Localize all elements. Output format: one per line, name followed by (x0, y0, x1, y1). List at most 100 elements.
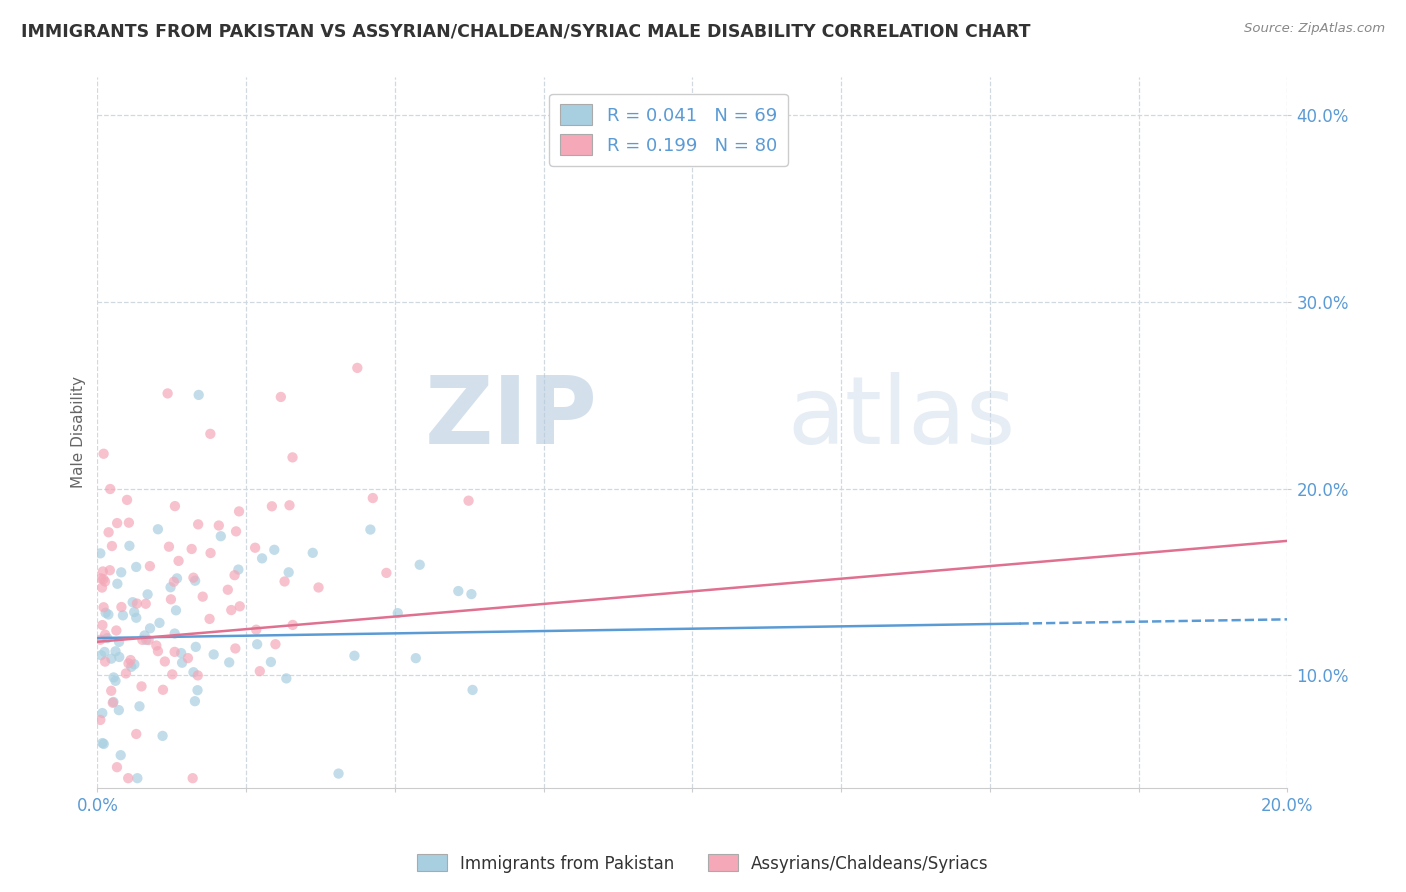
Point (97, 525, 120, 540)
Point (98, 563, 121, 577)
Point (276, 672, 298, 686)
Point (105, 576, 128, 591)
Point (167, 554, 190, 568)
Point (104, 673, 127, 688)
Point (219, 603, 242, 617)
Point (146, 522, 169, 536)
Point (405, 651, 427, 665)
Point (170, 646, 193, 660)
Point (163, 626, 186, 640)
Point (180, 541, 202, 556)
Point (100, 651, 122, 665)
Point (186, 683, 208, 698)
Point (187, 668, 209, 682)
Point (90, 648, 112, 663)
Point (270, 390, 292, 404)
Point (125, 597, 148, 611)
Point (152, 729, 174, 743)
Point (277, 566, 299, 580)
Point (103, 695, 125, 709)
Point (228, 504, 250, 518)
Point (243, 541, 266, 555)
Point (118, 516, 141, 530)
Point (124, 657, 146, 672)
Point (163, 645, 186, 659)
Point (260, 500, 283, 514)
Point (457, 493, 479, 508)
Point (110, 566, 132, 580)
Text: IMMIGRANTS FROM PAKISTAN VS ASSYRIAN/CHALDEAN/SYRIAC MALE DISABILITY CORRELATION: IMMIGRANTS FROM PAKISTAN VS ASSYRIAN/CHA… (21, 22, 1031, 40)
Point (308, 581, 330, 595)
Point (260, 655, 283, 669)
Point (225, 524, 247, 539)
Point (152, 682, 174, 697)
Point (91, 581, 114, 595)
Point (264, 637, 287, 651)
Point (136, 587, 159, 601)
Point (120, 660, 142, 674)
Point (146, 644, 169, 658)
Point (202, 648, 225, 662)
Point (183, 571, 205, 585)
Point (218, 656, 240, 670)
Point (200, 546, 222, 560)
Point (93, 447, 115, 461)
Point (93, 572, 115, 586)
Point (228, 563, 250, 577)
Point (159, 580, 181, 594)
Point (301, 546, 323, 560)
Y-axis label: Male Disability: Male Disability (72, 376, 86, 489)
Point (134, 628, 156, 642)
Point (281, 450, 304, 465)
Point (224, 641, 246, 656)
Point (108, 650, 131, 665)
Point (97, 607, 120, 622)
Point (187, 388, 209, 402)
Point (217, 582, 239, 597)
Point (117, 771, 139, 785)
Point (156, 386, 179, 401)
Point (91, 565, 114, 579)
Point (89, 546, 111, 560)
Point (105, 624, 128, 638)
Point (104, 644, 127, 658)
Point (328, 766, 350, 780)
Point (121, 595, 143, 609)
Point (200, 426, 222, 441)
Point (191, 590, 214, 604)
Point (135, 597, 157, 611)
Point (249, 664, 271, 678)
Point (91, 618, 114, 632)
Point (148, 615, 170, 630)
Point (346, 360, 368, 375)
Point (111, 608, 134, 623)
Point (184, 574, 207, 588)
Point (160, 592, 183, 607)
Point (177, 651, 200, 665)
Point (105, 516, 128, 530)
Point (145, 639, 167, 653)
Point (157, 540, 180, 554)
Point (165, 603, 187, 617)
Point (187, 517, 209, 532)
Point (163, 574, 186, 589)
Point (125, 727, 148, 741)
Point (101, 539, 124, 553)
Text: Source: ZipAtlas.com: Source: ZipAtlas.com (1244, 22, 1385, 36)
Point (387, 606, 409, 620)
Point (110, 600, 132, 615)
Point (127, 771, 149, 785)
Point (89, 713, 111, 727)
Legend: R = 0.041   N = 69, R = 0.199   N = 80: R = 0.041 N = 69, R = 0.199 N = 80 (550, 94, 787, 166)
Text: ZIP: ZIP (425, 372, 598, 464)
Point (209, 529, 232, 543)
Point (93, 600, 115, 615)
Point (115, 492, 138, 507)
Point (184, 640, 207, 654)
Point (91, 706, 114, 720)
Point (93, 737, 115, 751)
Point (125, 611, 148, 625)
Point (208, 518, 231, 533)
Point (89, 632, 111, 647)
Point (447, 584, 470, 599)
